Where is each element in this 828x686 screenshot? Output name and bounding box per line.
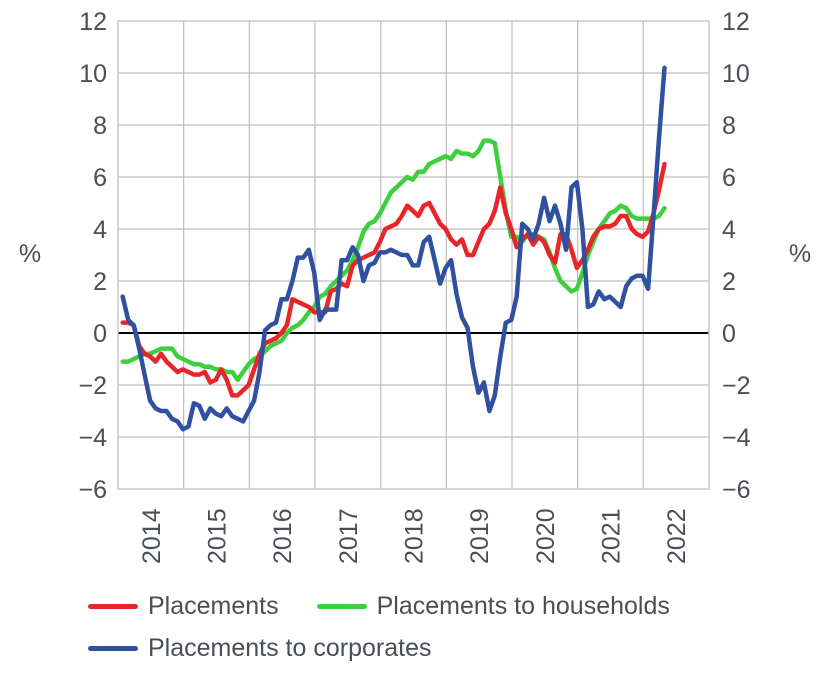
- plot-frame: [117, 20, 710, 490]
- x-tick-label: 2015: [204, 508, 232, 564]
- y-axis-right: 12 10 8 6 4 2 0 −2 −4 −6: [722, 8, 751, 504]
- x-tick-label: 2014: [138, 508, 166, 564]
- legend-item-corporates: Placements to corporates: [88, 634, 431, 663]
- y-tick-label-right: −4: [722, 424, 751, 452]
- legend-label: Placements: [148, 591, 279, 620]
- y-tick-label-left: 8: [93, 112, 107, 140]
- x-tick-label: 2020: [532, 508, 560, 564]
- y-tick-label-left: 0: [93, 320, 107, 348]
- legend: Placements Placements to households Plac…: [88, 585, 788, 669]
- y-tick-label-right: 4: [722, 216, 736, 244]
- y-tick-label-left: 12: [79, 8, 107, 36]
- y-axis-left: 12 10 8 6 4 2 0 −2 −4 −6: [78, 8, 107, 504]
- legend-swatch-households: [316, 603, 367, 609]
- x-tick-label: 2016: [269, 508, 297, 564]
- x-tick-label: 2019: [466, 508, 494, 564]
- legend-swatch-corporates: [88, 645, 138, 651]
- y-tick-label-left: 10: [79, 60, 107, 88]
- y-tick-label-left: 2: [93, 268, 107, 296]
- x-tick-label: 2017: [335, 508, 363, 564]
- x-tick-label: 2018: [401, 508, 429, 564]
- y-tick-label-left: −2: [78, 372, 107, 400]
- y-tick-label-right: 6: [722, 164, 736, 192]
- series-line-placements: [120, 161, 667, 398]
- series-layer: [120, 65, 667, 432]
- y-tick-label-right: −6: [722, 476, 751, 504]
- legend-row: Placements to corporates: [88, 627, 788, 669]
- grid: [118, 21, 709, 489]
- x-axis: 2014 2015 2016 2017 2018 2019 2020 2021 2022: [138, 508, 691, 564]
- x-tick-label: 2022: [663, 508, 691, 564]
- y-tick-label-left: 6: [93, 164, 107, 192]
- legend-swatch-placements: [88, 603, 138, 609]
- y-tick-label-left: 4: [93, 216, 107, 244]
- legend-label: Placements to households: [376, 591, 670, 620]
- y-axis-label-left: %: [19, 240, 41, 268]
- y-tick-label-right: 0: [722, 320, 736, 348]
- y-tick-label-right: 2: [722, 268, 736, 296]
- series-line-placements-to-households: [120, 138, 667, 383]
- line-chart: 12 10 8 6 4 2 0 −2 −4 −6 12 10 8 6 4 2 0 −2 −4 −6 2014 2015…: [19, 8, 811, 564]
- y-tick-label-left: −4: [78, 424, 107, 452]
- y-tick-label-left: −6: [78, 476, 107, 504]
- y-tick-label-right: −2: [722, 372, 751, 400]
- legend-row: Placements Placements to households: [88, 585, 788, 627]
- plot-border: [117, 20, 710, 490]
- y-tick-label-right: 8: [722, 112, 736, 140]
- legend-item-households: Placements to households: [316, 591, 670, 621]
- y-tick-label-right: 10: [722, 60, 750, 88]
- legend-item-placements: Placements: [88, 592, 279, 621]
- y-tick-label-right: 12: [722, 8, 750, 36]
- legend-label: Placements to corporates: [148, 633, 432, 662]
- y-axis-label-right: %: [789, 240, 811, 268]
- x-tick-label: 2021: [598, 508, 626, 564]
- series-line-placements-to-corporates: [120, 65, 667, 432]
